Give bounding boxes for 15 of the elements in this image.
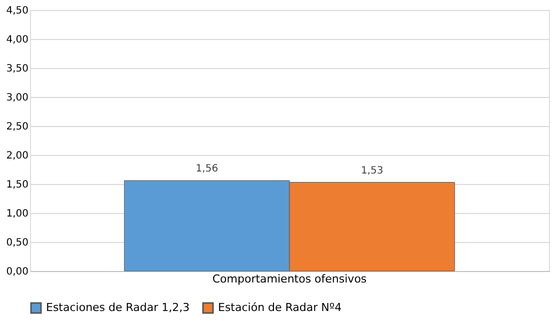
legend-label: Estación de Radar Nº4 <box>218 301 342 314</box>
y-tick-label: 0,50 <box>6 238 28 248</box>
x-tick-label: Comportamientos ofensivos <box>212 272 367 286</box>
y-tick-label: 4,00 <box>6 34 28 46</box>
y-tick-label: 4,50 <box>6 6 28 16</box>
y-tick-label: 2,00 <box>6 150 28 162</box>
y-tick-label: 2,50 <box>6 122 28 132</box>
y-tick-label: 1,00 <box>6 208 28 220</box>
legend-label: Estaciones de Radar 1,2,3 <box>46 301 190 314</box>
y-tick-label: 0,00 <box>6 266 28 278</box>
y-tick-label: 1,50 <box>6 180 28 190</box>
y-tick-label: 3,50 <box>6 64 28 74</box>
data-label: 1,53 <box>360 165 384 176</box>
data-label: 1,56 <box>196 164 218 175</box>
y-tick-label: 3,00 <box>6 92 28 104</box>
